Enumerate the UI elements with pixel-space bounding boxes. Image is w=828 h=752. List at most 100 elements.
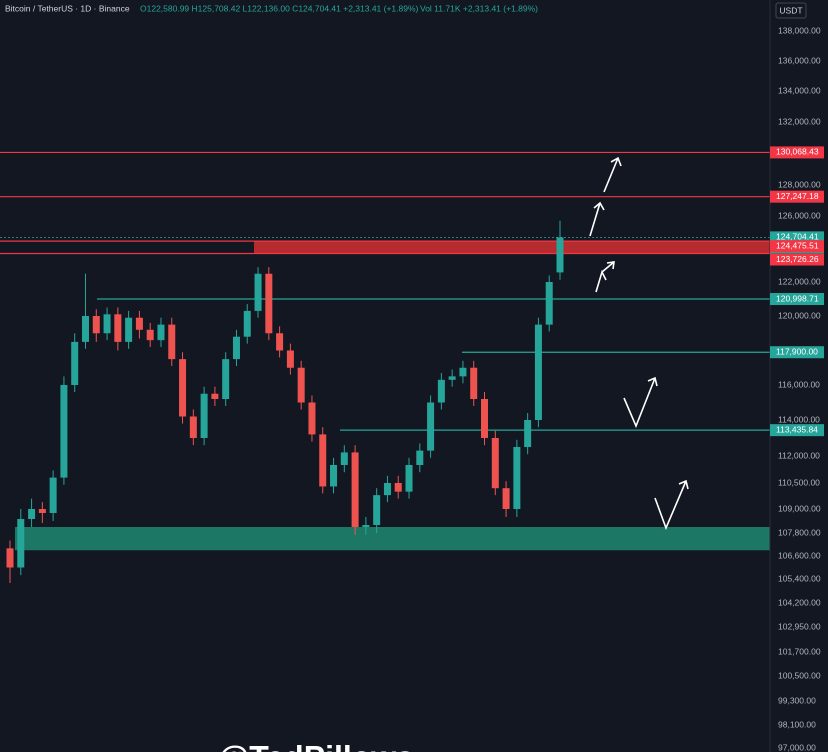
- candle-body: [17, 519, 25, 568]
- price-tag: [770, 190, 824, 203]
- price-tag: [770, 253, 824, 266]
- price-tag: [770, 293, 824, 306]
- price-tag: [770, 346, 824, 359]
- candle-body: [437, 379, 445, 403]
- candle-body: [157, 324, 165, 341]
- candle-body: [481, 399, 489, 438]
- y-tick-label: 100,500.00: [778, 670, 821, 680]
- candle-body: [168, 324, 176, 360]
- y-tick-label: 104,200.00: [778, 597, 821, 607]
- candle-body: [189, 416, 197, 438]
- candle-body: [373, 495, 381, 525]
- candle-body: [179, 359, 187, 417]
- candle-body: [545, 282, 553, 325]
- candle-body: [232, 336, 240, 360]
- y-tick-label: 114,000.00: [778, 414, 820, 424]
- symbol: Bitcoin / TetherUS · 1D · Binance: [5, 3, 130, 13]
- y-tick-label: 134,000.00: [778, 85, 821, 95]
- candle-body: [254, 273, 262, 311]
- y-tick-label: 112,000.00: [778, 450, 820, 460]
- ohlc: O122,580.99 H125,708.42 L122,136.00 C124…: [140, 3, 419, 13]
- candle-body: [222, 359, 230, 399]
- candle-body: [513, 447, 521, 509]
- candle-body: [71, 341, 79, 385]
- candle-body: [200, 393, 208, 438]
- price-tag: [770, 424, 824, 437]
- candle-body: [265, 273, 273, 334]
- candle-body: [362, 525, 370, 527]
- y-tick-label: 128,000.00: [778, 179, 821, 189]
- candle-body: [308, 402, 316, 435]
- candle-body: [470, 367, 478, 399]
- candle-body: [491, 438, 499, 489]
- candle-body: [405, 465, 413, 492]
- price-tag-label: 120,998.71: [776, 293, 819, 303]
- candle-body: [135, 317, 143, 330]
- volume: Vol 11.71K +2,313.41 (+1.89%): [420, 3, 538, 13]
- y-tick-label: 138,000.00: [778, 25, 821, 35]
- currency: USDT: [779, 5, 802, 15]
- price-tag-label: 124,475.51: [776, 240, 819, 250]
- arrows: [589, 156, 689, 531]
- y-tick-label: 102,950.00: [778, 621, 821, 631]
- y-tick-label: 136,000.00: [778, 55, 821, 65]
- price-tag-label: 130,068.43: [776, 147, 819, 157]
- candle-body: [319, 434, 327, 487]
- candle-body: [330, 465, 338, 487]
- y-tick-label: 97,000.00: [778, 742, 816, 752]
- candle-body: [524, 420, 532, 447]
- price-tag-label: 127,247.18: [776, 191, 819, 201]
- candle-body: [297, 367, 305, 403]
- candle-body: [146, 329, 154, 341]
- candle-body: [416, 450, 424, 465]
- y-tick-label: 122,000.00: [778, 276, 821, 286]
- y-tick-label: 106,600.00: [778, 550, 821, 560]
- candle-body: [60, 385, 68, 478]
- candle-body: [6, 548, 14, 568]
- candle-body: [448, 376, 456, 380]
- candle-body: [286, 350, 294, 368]
- candle-body: [92, 316, 100, 334]
- candle-body: [427, 402, 435, 451]
- watermark: @TedPillows: [218, 739, 414, 752]
- candle-body: [383, 483, 391, 496]
- price-tag-label: 123,726.26: [776, 254, 819, 264]
- candle-body: [28, 509, 36, 519]
- candle-body: [394, 483, 402, 492]
- candle-body: [211, 393, 219, 399]
- candle-body: [243, 310, 251, 337]
- candle-body: [125, 317, 133, 342]
- y-tick-label: 126,000.00: [778, 210, 821, 220]
- price-tag-label: 113,435.84: [776, 424, 818, 434]
- price-tag-label: 117,900.00: [776, 346, 818, 356]
- support-zone: [15, 527, 770, 551]
- y-tick-label: 132,000.00: [778, 116, 821, 126]
- candle-body: [49, 477, 57, 513]
- resistance-zone: [254, 241, 770, 254]
- y-tick-label: 98,100.00: [778, 719, 816, 729]
- candle-body: [502, 488, 510, 509]
- candle-body: [556, 237, 564, 273]
- candle-body: [534, 324, 542, 420]
- candle-body: [81, 316, 89, 342]
- y-tick-label: 110,500.00: [778, 477, 820, 487]
- candle-body: [351, 452, 359, 527]
- candle-body: [38, 509, 46, 513]
- candle-body: [114, 314, 122, 342]
- candle-body: [103, 314, 111, 334]
- y-tick-label: 99,300.00: [778, 695, 816, 705]
- candle-body: [340, 452, 348, 465]
- price-tag-label: 124,704.41: [776, 232, 819, 242]
- price-tag: [770, 240, 824, 253]
- y-tick-label: 109,000.00: [778, 503, 821, 513]
- currency-box: [775, 2, 807, 19]
- y-tick-label: 105,400.00: [778, 573, 821, 583]
- y-tick-label: 107,800.00: [778, 527, 821, 537]
- candle-body: [459, 367, 467, 377]
- y-tick-label: 101,700.00: [778, 646, 821, 656]
- y-tick-label: 116,000.00: [778, 379, 820, 389]
- candle-body: [276, 333, 284, 351]
